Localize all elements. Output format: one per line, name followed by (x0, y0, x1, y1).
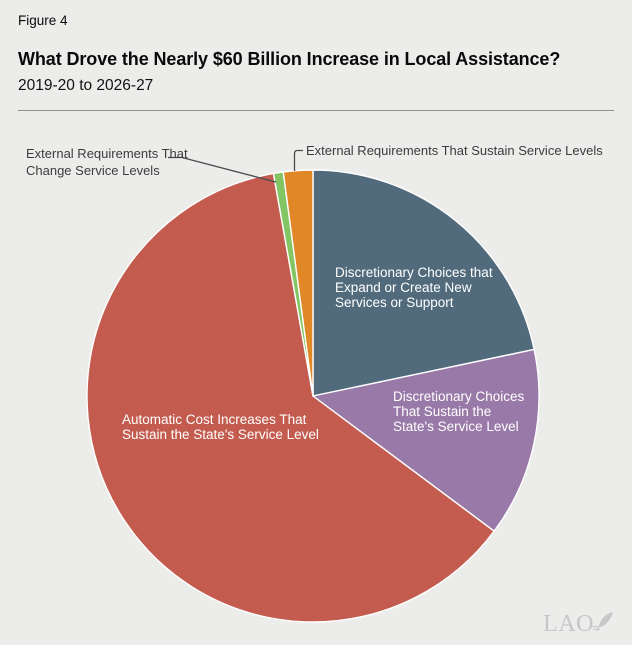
slice-label-discretionary-expand: Discretionary Choices that Expand or Cre… (335, 265, 493, 310)
figure-subtitle: 2019-20 to 2026-27 (18, 77, 154, 94)
header-divider (18, 110, 614, 111)
lao-logo: LAO (543, 611, 614, 637)
pie-slice (282, 169, 314, 397)
pie-slice (86, 172, 495, 623)
figure-number: Figure 4 (18, 13, 68, 28)
pie-slice (312, 169, 535, 397)
figure-title: What Drove the Nearly $60 Billion Increa… (18, 49, 561, 69)
pie-slice (312, 348, 540, 532)
leader-line-external-sustain (293, 149, 303, 171)
slice-label-automatic-cost: Automatic Cost Increases That Sustain th… (122, 412, 319, 442)
callout-label-external-change: External Requirements That Change Servic… (26, 146, 188, 178)
quill-icon (591, 612, 613, 631)
figure-header: Figure 4 What Drove the Nearly $60 Billi… (0, 0, 632, 111)
lao-logo-text: LAO (543, 611, 594, 637)
leader-line-external-change (168, 156, 277, 183)
callout-label-external-sustain: External Requirements That Sustain Servi… (306, 143, 603, 158)
pie-slices (86, 169, 540, 623)
slice-label-discretionary-sustain: Discretionary Choices That Sustain the S… (393, 389, 525, 434)
